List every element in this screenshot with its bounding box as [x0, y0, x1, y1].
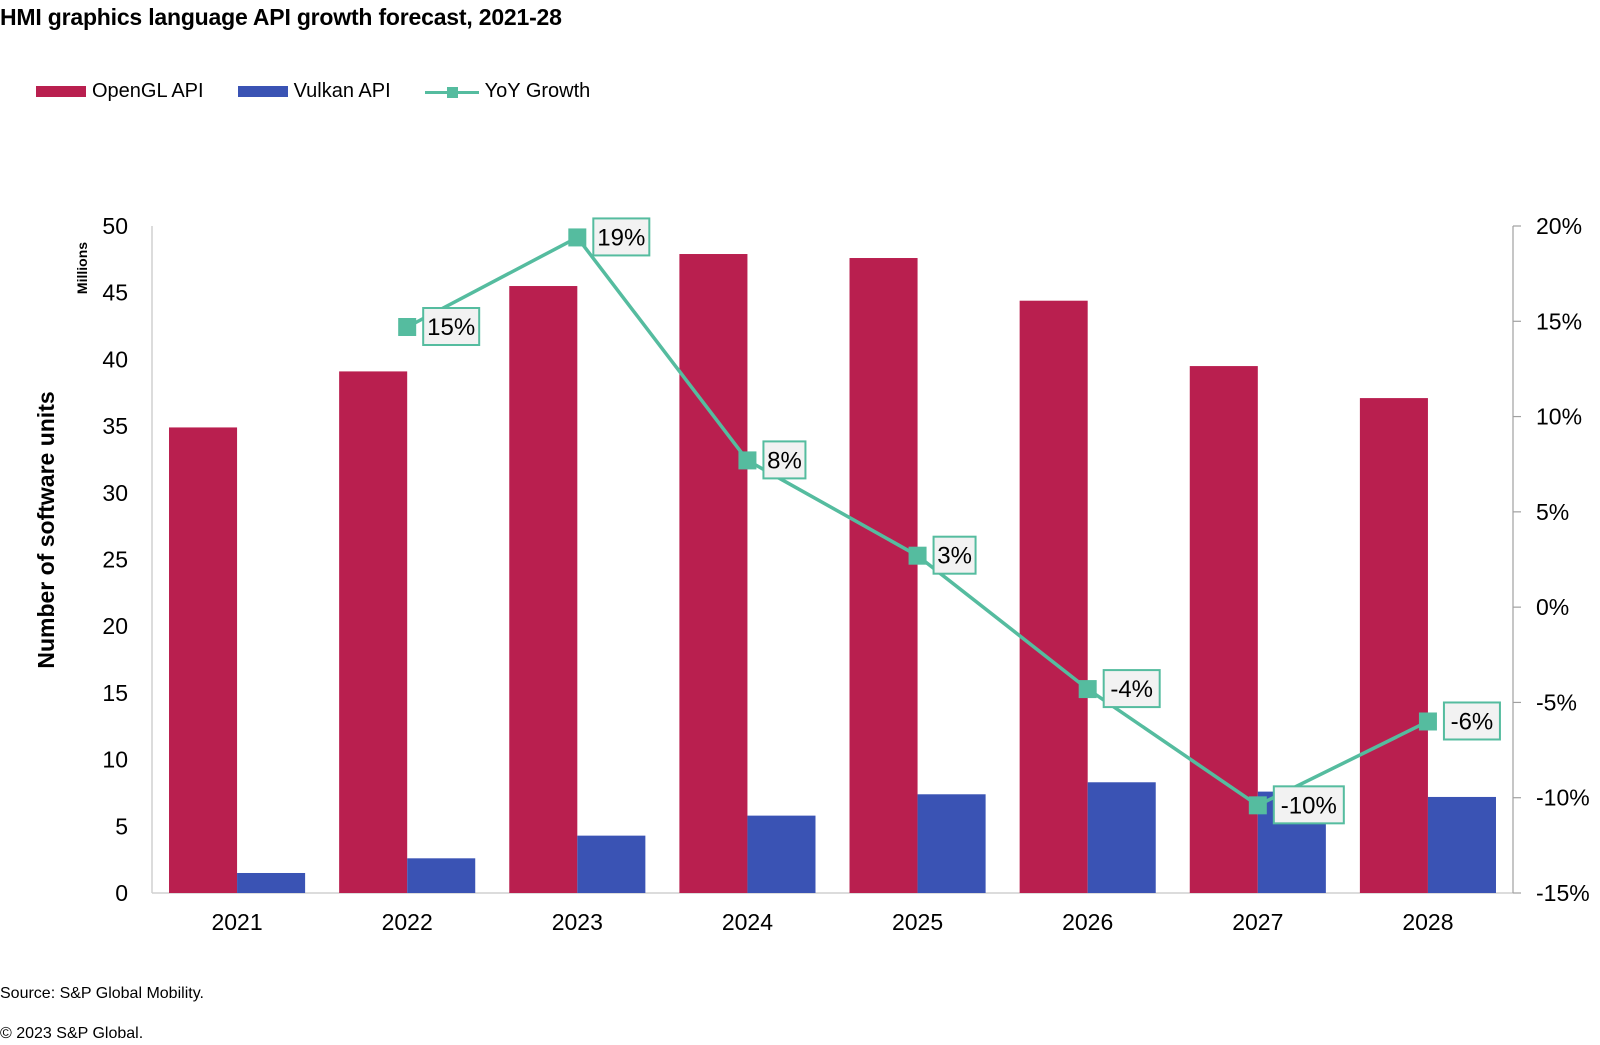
- y-tick-label: 50: [102, 213, 128, 239]
- yoy-label-box: [422, 307, 481, 347]
- yoy-data-label: -6%: [1451, 708, 1494, 735]
- legend-label-vulkan: Vulkan API: [293, 80, 391, 102]
- y-axis-unit: Millions: [74, 242, 90, 294]
- bar-vulkan-2026: [1087, 782, 1156, 893]
- chart-title: HMI graphics language API growth forecas…: [0, 4, 562, 30]
- y-tick-label: 40: [102, 346, 128, 372]
- y2-tick-label: 0%: [1536, 594, 1569, 620]
- y-tick-label: 20: [102, 613, 128, 639]
- vulkan-swatch: [237, 86, 288, 97]
- bar-vulkan-2025: [917, 794, 986, 893]
- y2-tick-label: 10%: [1536, 404, 1582, 430]
- bar-opengl-2022: [339, 371, 408, 893]
- y2-tick-label: -10%: [1536, 785, 1590, 811]
- y-tick-label: 30: [102, 480, 128, 506]
- yoy-data-label: 3%: [937, 543, 972, 570]
- y-axis-title: Number of software units: [33, 391, 59, 668]
- bar-opengl-2028: [1359, 398, 1428, 893]
- bar-opengl-2025: [849, 258, 918, 893]
- bar-opengl-2021: [169, 427, 238, 893]
- y-tick-label: 45: [102, 280, 128, 306]
- bar-opengl-2026: [1019, 300, 1088, 894]
- x-tick-label: 2022: [382, 909, 433, 935]
- bar-vulkan-2022: [407, 858, 476, 893]
- yoy-label-box: [1442, 701, 1501, 741]
- bar-vulkan-2024: [747, 815, 816, 893]
- x-tick-label: 2026: [1062, 909, 1113, 935]
- yoy-label-box: [762, 440, 807, 480]
- legend-item-opengl: OpenGL API: [36, 80, 204, 103]
- x-tick-label: 2024: [722, 909, 773, 935]
- y-tick-label: 0: [115, 880, 128, 906]
- y-tick-label: 25: [102, 547, 128, 573]
- source-note: Source: S&P Global Mobility.: [0, 985, 204, 1002]
- yoy-label-box: [592, 217, 651, 257]
- legend-item-vulkan: Vulkan API: [237, 80, 391, 103]
- bar-vulkan-2023: [577, 835, 646, 893]
- bar-opengl-2024: [679, 254, 748, 893]
- opengl-swatch: [36, 86, 86, 97]
- yoy-marker-2023: [568, 228, 587, 247]
- y2-tick-label: -5%: [1536, 689, 1577, 715]
- y-tick-label: 15: [102, 680, 128, 706]
- yoy-marker-2027: [1248, 796, 1267, 815]
- bar-opengl-2027: [1189, 366, 1258, 893]
- bar-vulkan-2028: [1427, 796, 1496, 893]
- legend-item-yoy: YoY Growth: [424, 80, 591, 103]
- yoy-marker-2022: [398, 318, 417, 337]
- legend-label-opengl: OpenGL API: [92, 80, 204, 102]
- y-tick-label: 5: [115, 813, 128, 839]
- yoy-data-label: 19%: [597, 224, 645, 251]
- bar-vulkan-2021: [237, 872, 306, 893]
- yoy-data-label: -4%: [1110, 676, 1153, 703]
- yoy-swatch: [424, 86, 479, 98]
- y2-tick-label: 20%: [1536, 213, 1582, 239]
- yoy-label-box: [1102, 669, 1161, 709]
- x-tick-label: 2025: [892, 909, 943, 935]
- x-tick-label: 2027: [1232, 909, 1283, 935]
- yoy-marker-2025: [908, 546, 927, 565]
- yoy-label-box: [932, 535, 977, 575]
- x-tick-label: 2023: [552, 909, 603, 935]
- x-tick-label: 2021: [211, 909, 262, 935]
- x-tick-label: 2028: [1402, 909, 1453, 935]
- y-tick-label: 35: [102, 413, 128, 439]
- legend: OpenGL API Vulkan API YoY Growth: [36, 80, 624, 103]
- yoy-data-label: 8%: [767, 447, 802, 474]
- yoy-marker-2024: [738, 451, 757, 470]
- legend-label-yoy: YoY Growth: [484, 80, 591, 102]
- yoy-marker-2026: [1078, 680, 1097, 699]
- copyright-note: © 2023 S&P Global.: [0, 1025, 144, 1042]
- y2-tick-label: -15%: [1536, 880, 1590, 906]
- yoy-data-label: -10%: [1281, 792, 1337, 819]
- y2-tick-label: 15%: [1536, 308, 1582, 334]
- y2-tick-label: 5%: [1536, 499, 1569, 525]
- bar-opengl-2023: [509, 286, 578, 893]
- yoy-label-box: [1272, 785, 1345, 825]
- yoy-marker-2028: [1418, 712, 1437, 731]
- yoy-data-label: 15%: [427, 314, 475, 341]
- y-tick-label: 10: [102, 747, 128, 773]
